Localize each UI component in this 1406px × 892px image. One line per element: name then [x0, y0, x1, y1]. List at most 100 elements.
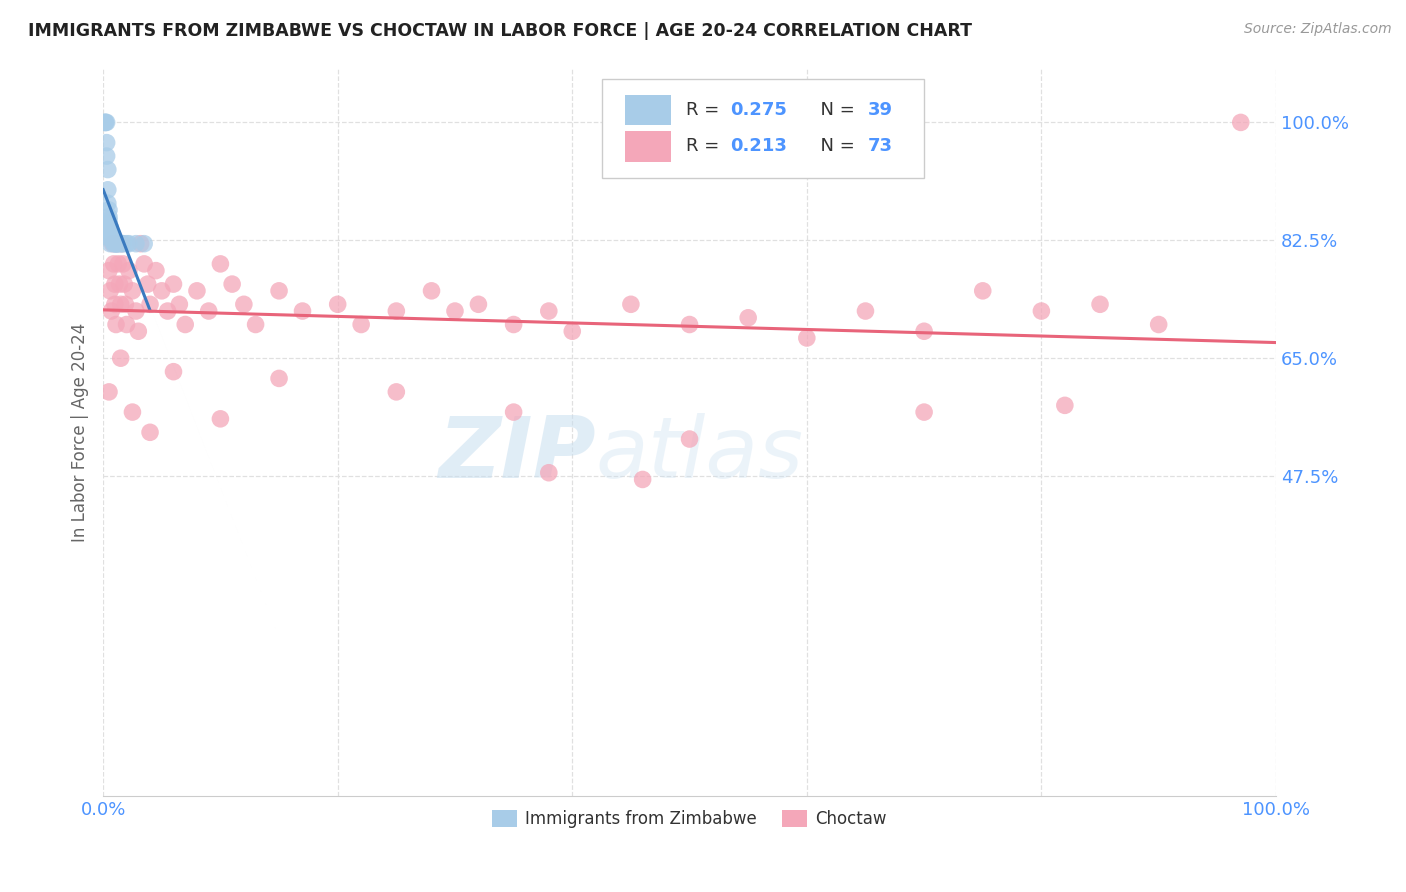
Text: N =: N = [810, 101, 860, 119]
Text: Source: ZipAtlas.com: Source: ZipAtlas.com [1244, 22, 1392, 37]
Point [139, 297, 162, 311]
Point [112, 257, 135, 271]
Point [98, 223, 121, 237]
Point [912, 324, 935, 338]
Point [103, 236, 125, 251]
Point [796, 331, 818, 345]
Point [125, 304, 148, 318]
Point [104, 277, 127, 291]
Point [420, 284, 443, 298]
Point [737, 310, 759, 325]
Point [444, 304, 467, 318]
Text: R =: R = [686, 101, 725, 119]
Point [98, 202, 121, 217]
Point [101, 236, 124, 251]
Point [245, 318, 267, 332]
Point [209, 412, 232, 426]
Point [537, 466, 560, 480]
Point [125, 236, 148, 251]
Point [537, 304, 560, 318]
FancyBboxPatch shape [626, 131, 671, 161]
Point [98, 210, 121, 224]
Point [162, 365, 184, 379]
Text: R =: R = [686, 137, 725, 155]
Point [98, 384, 121, 399]
Point [105, 236, 128, 251]
Point [174, 318, 197, 332]
Point [97, 162, 120, 177]
Point [145, 263, 167, 277]
Point [1031, 304, 1053, 318]
Point [94, 115, 117, 129]
Point [97, 227, 120, 241]
Point [100, 304, 122, 318]
Point [502, 318, 524, 332]
Point [561, 324, 583, 338]
Point [912, 405, 935, 419]
Point [103, 257, 125, 271]
Point [105, 236, 128, 251]
Point [96, 149, 118, 163]
Point [139, 425, 162, 440]
Point [502, 405, 524, 419]
Text: IMMIGRANTS FROM ZIMBABWE VS CHOCTAW IN LABOR FORCE | AGE 20-24 CORRELATION CHART: IMMIGRANTS FROM ZIMBABWE VS CHOCTAW IN L… [28, 22, 972, 40]
Y-axis label: In Labor Force | Age 20-24: In Labor Force | Age 20-24 [72, 323, 89, 542]
Point [232, 297, 254, 311]
Point [150, 284, 173, 298]
Point [98, 223, 121, 237]
Point [1229, 115, 1251, 129]
Point [620, 297, 643, 311]
Point [98, 217, 121, 231]
Point [94, 115, 117, 129]
Point [98, 213, 121, 227]
Point [115, 318, 138, 332]
Point [1053, 398, 1076, 412]
Point [101, 233, 124, 247]
Point [129, 236, 152, 251]
Point [134, 257, 156, 271]
Point [221, 277, 243, 291]
Point [121, 284, 143, 298]
FancyBboxPatch shape [626, 95, 671, 125]
Point [110, 297, 132, 311]
Point [105, 236, 128, 251]
Text: 0.275: 0.275 [731, 101, 787, 119]
Point [101, 230, 124, 244]
Point [118, 263, 141, 277]
Point [107, 257, 129, 271]
Point [127, 324, 149, 338]
Legend: Immigrants from Zimbabwe, Choctaw: Immigrants from Zimbabwe, Choctaw [485, 804, 894, 835]
Point [136, 277, 159, 291]
Point [96, 115, 118, 129]
Point [385, 304, 408, 318]
Point [96, 136, 118, 150]
Point [98, 284, 121, 298]
Point [267, 284, 290, 298]
Point [134, 236, 156, 251]
Point [678, 318, 700, 332]
Point [169, 297, 191, 311]
Text: atlas: atlas [596, 413, 804, 496]
Point [678, 432, 700, 446]
Point [104, 236, 127, 251]
Point [385, 384, 408, 399]
Point [98, 263, 121, 277]
Point [98, 236, 121, 251]
Point [121, 405, 143, 419]
Point [631, 473, 654, 487]
Point [111, 236, 134, 251]
Point [972, 284, 994, 298]
Point [267, 371, 290, 385]
Point [97, 196, 120, 211]
Point [103, 233, 125, 247]
Point [1088, 297, 1111, 311]
Point [350, 318, 373, 332]
Point [97, 183, 120, 197]
Point [156, 304, 179, 318]
Point [162, 277, 184, 291]
Text: 73: 73 [868, 137, 893, 155]
Point [467, 297, 489, 311]
Point [326, 297, 349, 311]
Point [105, 318, 128, 332]
Point [105, 236, 128, 251]
